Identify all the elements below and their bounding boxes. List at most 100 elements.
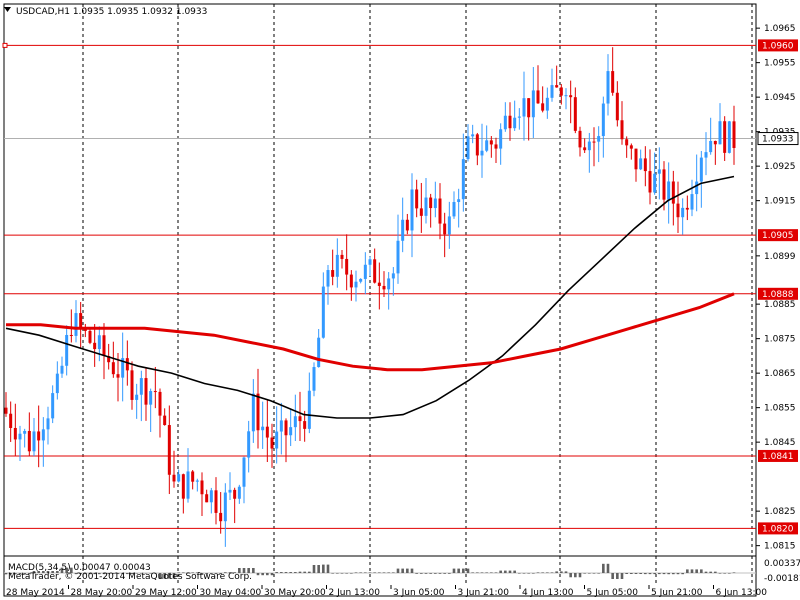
x-tick-label: 30 May 04:00 [200,588,262,598]
macd-histogram-bar [494,572,498,573]
candle-body [51,393,55,419]
macd-histogram-bar [149,573,152,574]
macd-histogram-bar [37,571,40,573]
candle-body [620,120,624,140]
dropdown-arrow-icon[interactable] [4,7,11,12]
candle-body [648,171,652,193]
x-tick-label: 30 May 20:00 [264,588,326,598]
macd-histogram-bar [406,568,409,573]
candle-body [265,426,269,438]
candle-body [555,85,559,88]
x-tick-label: 4 Jun 13:00 [522,588,574,598]
macd-histogram-bar [541,572,544,573]
candle-body [611,71,615,93]
macd-label: MACD(5,34,5) 0.00047 0.00043 [8,563,151,573]
candle-body [251,393,255,432]
candle-body [643,158,647,172]
macd-histogram-bar [228,572,232,573]
candle-body [125,358,129,371]
candle-body [424,197,428,216]
candle-body [256,393,260,431]
y-tick-label: 1.0875 [764,335,796,345]
macd-histogram-bar [401,568,404,573]
macd-histogram-bar [630,573,633,574]
macd-histogram-bar [261,573,264,576]
macd-histogram-bar [434,573,437,574]
macd-histogram-bar [238,568,241,573]
symbol-header: USDCAD,H1 1.0935 1.0935 1.0932 1.0933 [16,7,207,17]
x-tick-label: 5 Jun 21:00 [651,588,703,598]
macd-panel: MACD(5,34,5) 0.00047 0.00043MetaTrader, … [4,563,756,582]
candle-body [401,219,405,241]
macd-histogram-bar [9,573,12,575]
candle-body [653,173,657,193]
candle-body [522,98,526,117]
macd-histogram-bar [317,565,320,573]
candle-body [387,278,391,290]
macd-histogram-bar [98,573,101,575]
level-anchor-marker [2,42,8,48]
candle-body [494,144,498,149]
macd-histogram-bar [504,570,507,573]
candle-body [130,370,134,400]
macd-histogram-bar [326,564,330,573]
macd-histogram-bar [4,573,8,575]
macd-histogram-bar [597,573,600,574]
moving-averages [5,175,735,419]
candle-body [606,71,610,104]
x-tick-label: 6 Jun 13:00 [716,588,768,598]
candle-body [732,121,736,148]
x-tick-label: 5 Jun 05:00 [587,588,639,598]
candle-body [60,365,64,374]
candle-body [349,274,353,288]
macd-histogram-bar [322,564,325,573]
candle-body [517,116,521,118]
macd-histogram-bar [667,573,670,575]
macd-histogram-bar [336,573,339,574]
level-label-box [758,39,798,52]
candle-body [690,194,694,210]
macd-histogram-bar [312,565,316,573]
candle-body [293,416,297,428]
candle-body [447,216,451,235]
macd-histogram-bar [42,571,45,573]
candle-body [368,259,372,265]
macd-histogram-bar [392,572,395,573]
candle-body [177,474,181,482]
candle-body [489,140,493,145]
candle-body [37,431,41,441]
macd-histogram-bar [354,572,358,573]
macd-histogram-bar [527,573,530,574]
macd-histogram-bar [466,568,470,573]
candle-body [135,394,139,400]
macd-tick-label: 0.00337 [764,559,800,569]
macd-histogram-bar [686,569,689,573]
candle-body [116,374,120,378]
candle-body [545,97,549,111]
candle-body [681,207,685,218]
macd-histogram-bar [112,573,115,575]
horizontal-levels [2,42,756,529]
macd-histogram-bar [18,573,22,575]
candle-body [23,430,27,434]
candle-body [709,140,713,153]
macd-histogram-bar [490,572,493,573]
macd-histogram-bar [210,573,213,575]
macd-histogram-bar [653,573,656,575]
candle-body [625,139,629,146]
candle-body [214,490,218,513]
macd-histogram-bar [340,573,344,574]
macd-histogram-bar [252,568,255,573]
macd-histogram-bar [723,573,726,574]
candle-body [55,373,59,394]
macd-histogram-bar [690,569,694,573]
moving-average-line [5,175,735,419]
macd-histogram-bar [182,572,185,573]
candle-body [144,378,148,405]
macd-histogram-bar [186,572,190,573]
macd-histogram-bar [205,573,208,575]
y-tick-label: 1.0955 [764,59,796,69]
candle-body [485,140,489,151]
macd-histogram-bar [233,572,236,573]
y-tick-label: 1.0925 [764,162,796,172]
